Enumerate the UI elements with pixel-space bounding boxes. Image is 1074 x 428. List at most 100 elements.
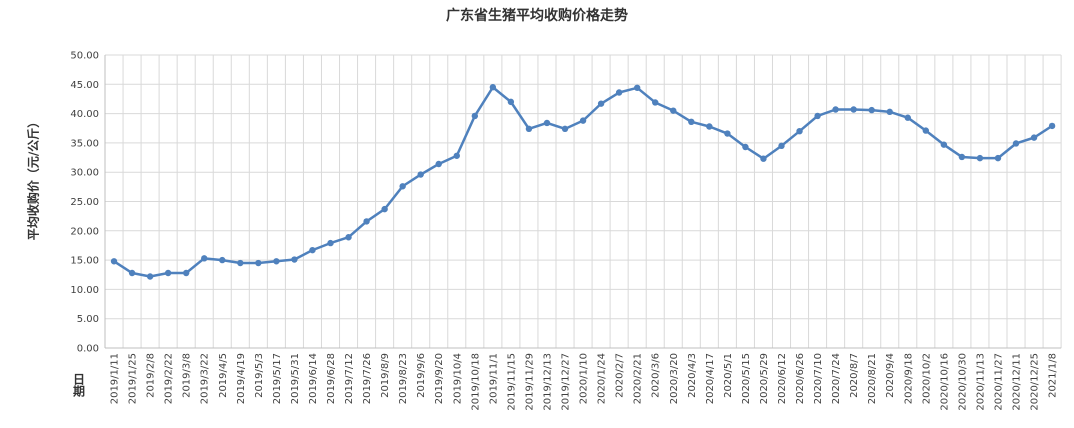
x-tick-label: 2019/11/1: [488, 353, 499, 404]
x-tick-label: 2019/5/17: [272, 353, 283, 404]
marker: [994, 154, 1002, 162]
x-tick-label: 2019/4/5: [218, 353, 229, 398]
x-tick-label: 2019/6/14: [308, 353, 319, 404]
x-tick-label: 2020/11/13: [975, 353, 986, 411]
x-tick-label: 2020/2/7: [615, 353, 626, 398]
x-tick-label: 2020/7/24: [831, 353, 842, 404]
x-tick-label: 2020/5/15: [741, 353, 752, 404]
marker: [724, 130, 731, 137]
marker: [345, 234, 352, 241]
x-tick-label: 2020/3/6: [651, 353, 662, 398]
y-tick-label: 45.00: [70, 80, 99, 91]
x-tick-label: 2019/3/22: [200, 353, 211, 404]
x-tick-label: 2020/8/7: [849, 353, 860, 398]
marker: [146, 273, 154, 280]
x-tick-label: 2020/10/16: [939, 353, 950, 411]
marker: [706, 123, 713, 130]
marker: [435, 160, 442, 168]
x-tick-label: 2020/4/17: [705, 353, 716, 404]
marker: [688, 118, 695, 126]
x-tick-label: 2020/10/30: [957, 353, 968, 411]
x-tick-label: 2020/12/11: [1012, 353, 1023, 411]
marker: [760, 155, 767, 162]
y-tick-label: 25.00: [70, 197, 99, 208]
marker: [615, 89, 623, 96]
marker: [110, 258, 118, 265]
x-tick-label: 2019/3/8: [182, 353, 193, 398]
y-tick-label: 10.00: [70, 285, 99, 296]
x-tick-label: 2019/10/4: [452, 353, 463, 404]
marker: [381, 205, 388, 213]
y-tick-label: 15.00: [70, 256, 99, 267]
marker: [832, 106, 839, 113]
marker: [1012, 140, 1020, 147]
marker: [543, 119, 551, 127]
x-tick-label: 2020/5/29: [759, 353, 770, 404]
x-tick-label: 2019/5/3: [254, 353, 265, 398]
marker: [597, 100, 605, 107]
marker: [904, 114, 911, 121]
marker: [742, 143, 749, 151]
marker: [399, 183, 406, 190]
x-tick-label: 2020/1/10: [579, 353, 590, 404]
marker: [219, 256, 226, 264]
x-tick-label: 2020/9/18: [903, 353, 914, 404]
marker: [958, 153, 966, 161]
x-tick-label: 2021/1/8: [1048, 353, 1059, 398]
x-tick-label: 2020/10/2: [921, 353, 932, 404]
marker: [976, 154, 984, 162]
marker: [291, 256, 298, 263]
marker: [1030, 134, 1038, 141]
marker: [309, 246, 316, 254]
y-tick-label: 5.00: [77, 314, 99, 325]
y-tick-label: 0.00: [77, 344, 99, 355]
marker: [525, 125, 533, 133]
marker: [579, 117, 587, 124]
x-tick-label: 2019/5/31: [290, 353, 301, 404]
y-tick-label: 20.00: [70, 226, 99, 237]
x-tick-label: 2019/11/29: [524, 353, 535, 411]
x-axis-label: 日期: [72, 373, 86, 398]
marker: [453, 152, 460, 159]
marker: [850, 106, 857, 113]
x-tick-label: 2020/7/10: [813, 353, 824, 404]
x-tick-label: 2020/2/21: [633, 353, 644, 404]
x-tick-label: 2019/2/8: [146, 353, 157, 398]
marker: [201, 255, 208, 262]
x-tick-label: 2020/3/20: [669, 353, 680, 404]
x-tick-label: 2019/2/22: [164, 353, 175, 404]
x-tick-label: 2020/8/21: [867, 353, 878, 404]
marker: [417, 171, 424, 178]
marker: [922, 127, 930, 134]
x-tick-label: 2019/12/13: [542, 353, 553, 411]
x-tick-label: 2019/9/6: [416, 353, 427, 398]
marker: [507, 98, 515, 106]
marker: [940, 141, 948, 148]
marker: [164, 269, 172, 277]
chart-title: 广东省生猪平均收购价格走势: [446, 7, 628, 24]
x-tick-label: 2019/7/26: [362, 353, 373, 404]
x-tick-label: 2020/6/26: [795, 353, 806, 404]
x-tick-label: 2019/4/19: [236, 353, 247, 404]
x-tick-label: 2020/6/12: [777, 353, 788, 404]
x-tick-label: 2019/1/11: [110, 353, 121, 404]
marker: [778, 142, 785, 150]
x-tick-label: 2019/9/20: [434, 353, 445, 404]
y-tick-label: 30.00: [70, 168, 99, 179]
marker: [561, 125, 569, 133]
marker: [273, 258, 280, 265]
y-axis-label: 平均收购价（元/公斤）: [26, 116, 41, 240]
x-tick-label: 2020/1/24: [597, 353, 608, 404]
y-tick-label: 50.00: [70, 51, 99, 62]
x-tick-label: 2019/7/12: [344, 353, 355, 404]
marker: [670, 107, 677, 114]
x-tick-label: 2019/1/25: [128, 353, 139, 404]
x-tick-label: 2020/4/3: [687, 353, 698, 398]
x-tick-label: 2019/11/15: [506, 353, 517, 411]
x-tick-label: 2019/8/9: [380, 353, 391, 398]
marker: [886, 108, 893, 116]
marker: [652, 99, 659, 106]
marker: [796, 127, 803, 135]
line: [113, 85, 1053, 278]
